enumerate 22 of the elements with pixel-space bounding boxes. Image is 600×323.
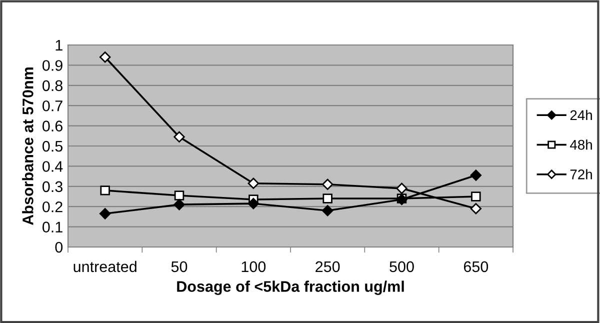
x-tick-label: 650 [464,261,488,272]
x-tick-label: untreated [74,260,136,272]
y-tick-label: 0.4 [42,161,63,172]
x-axis-title: Dosage of <5kDa fraction ug/ml [177,280,404,295]
y-tick-label: 0.5 [42,140,62,152]
y-tick-label: 0.8 [42,80,62,92]
y-tick-label: 0.6 [42,120,62,132]
y-axis-title: Absorbance at 570nm [22,68,34,226]
y-tick-label: 0.1 [42,222,62,232]
y-tick-label: 1 [56,40,62,51]
legend-label: 24h [570,110,592,120]
y-tick-label: 0.3 [42,181,62,192]
legend-label: 48h [570,140,592,150]
x-tick-label: 500 [390,261,414,272]
y-tick-label: 0.2 [42,201,62,212]
y-tick-label: 0.7 [42,100,62,112]
x-tick-label: 250 [316,261,340,272]
y-tick-label: 0.9 [42,60,62,71]
x-tick-label: 100 [242,261,266,272]
x-tick-label: 50 [171,261,188,272]
y-tick-label: 0 [55,242,63,253]
legend-label: 72h [570,169,592,180]
